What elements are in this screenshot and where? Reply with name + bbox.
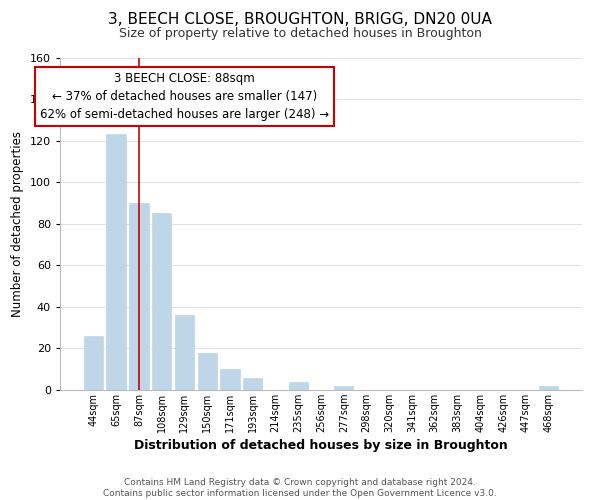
Bar — [175, 315, 194, 390]
Bar — [243, 378, 262, 390]
Bar — [197, 352, 217, 390]
Text: 3 BEECH CLOSE: 88sqm
← 37% of detached houses are smaller (147)
62% of semi-deta: 3 BEECH CLOSE: 88sqm ← 37% of detached h… — [40, 72, 329, 121]
Y-axis label: Number of detached properties: Number of detached properties — [11, 130, 24, 317]
Bar — [84, 336, 103, 390]
Bar — [220, 369, 239, 390]
Text: Contains HM Land Registry data © Crown copyright and database right 2024.
Contai: Contains HM Land Registry data © Crown c… — [103, 478, 497, 498]
Bar — [106, 134, 126, 390]
Text: 3, BEECH CLOSE, BROUGHTON, BRIGG, DN20 0UA: 3, BEECH CLOSE, BROUGHTON, BRIGG, DN20 0… — [108, 12, 492, 28]
Bar — [152, 214, 172, 390]
X-axis label: Distribution of detached houses by size in Broughton: Distribution of detached houses by size … — [134, 439, 508, 452]
Bar — [289, 382, 308, 390]
Bar — [334, 386, 353, 390]
Text: Size of property relative to detached houses in Broughton: Size of property relative to detached ho… — [119, 28, 481, 40]
Bar — [539, 386, 558, 390]
Bar — [129, 203, 149, 390]
